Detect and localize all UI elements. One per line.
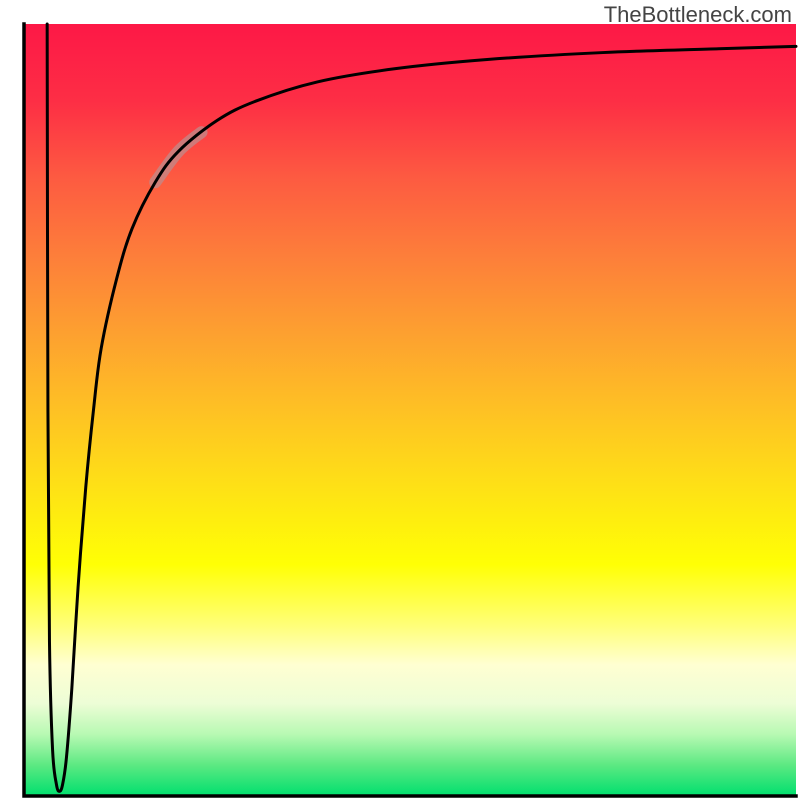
chart-svg (0, 0, 800, 800)
bottleneck-curve-chart: TheBottleneck.com (0, 0, 800, 800)
attribution-text: TheBottleneck.com (604, 2, 792, 28)
gradient-background (24, 24, 796, 796)
